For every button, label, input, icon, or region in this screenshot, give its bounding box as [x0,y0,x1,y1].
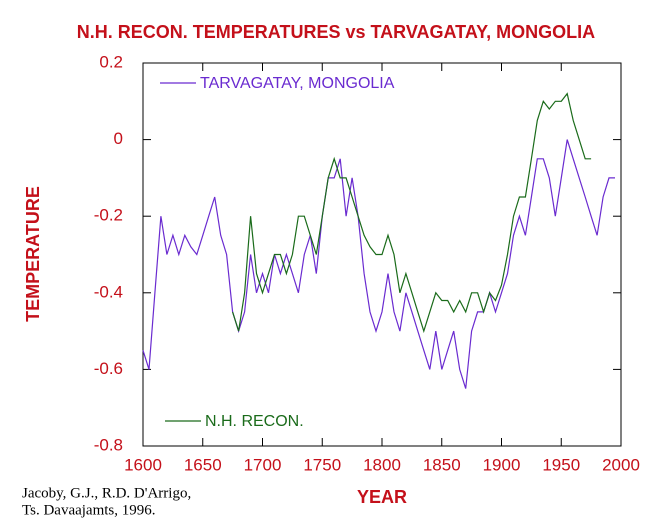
x-tick-label: 2000 [602,455,640,474]
x-tick-label: 1650 [184,455,222,474]
series-line [142,139,615,389]
y-axis-label: TEMPERATURE [23,186,43,322]
y-tick-label: -0.8 [94,435,123,454]
series-line [232,92,592,334]
y-tick-label: 0 [114,129,123,148]
x-tick-label: 1900 [483,455,521,474]
legend-label: N.H. RECON. [205,413,304,430]
x-tick-label: 1600 [124,455,162,474]
x-tick-label: 1750 [303,455,341,474]
chart-title: N.H. RECON. TEMPERATURES vs TARVAGATAY, … [77,22,595,42]
y-tick-label: -0.4 [94,282,123,301]
y-tick-label: 0.2 [99,52,123,71]
legend-label: TARVAGATAY, MONGOLIA [200,75,395,92]
x-tick-label: 1700 [244,455,282,474]
citation: Ts. Davaajamts, 1996. [22,502,156,518]
x-tick-label: 1850 [423,455,461,474]
citation: Jacoby, G.J., R.D. D'Arrigo, [22,485,191,501]
x-tick-label: 1800 [363,455,401,474]
y-tick-label: -0.2 [94,206,123,225]
x-tick-label: 1950 [542,455,580,474]
y-tick-label: -0.6 [94,359,123,378]
x-axis-label: YEAR [357,487,407,507]
